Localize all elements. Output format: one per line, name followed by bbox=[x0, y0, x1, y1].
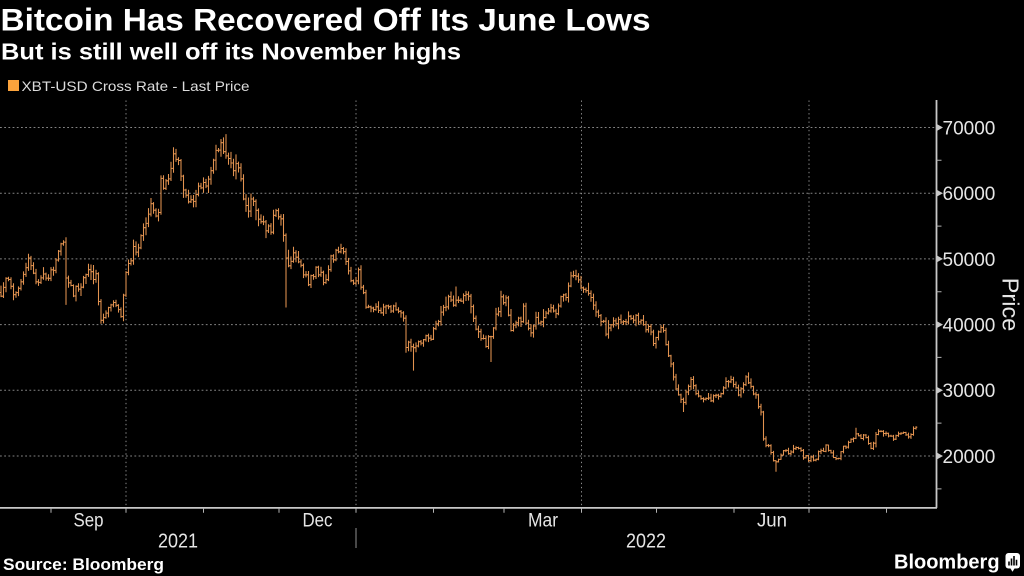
svg-text:Mar: Mar bbox=[528, 511, 559, 532]
svg-text:Bitcoin Has Recovered Off Its: Bitcoin Has Recovered Off Its June Lows bbox=[1, 1, 651, 37]
svg-text:Sep: Sep bbox=[74, 511, 104, 532]
svg-text:2021: 2021 bbox=[158, 531, 198, 553]
svg-text:20000: 20000 bbox=[943, 447, 996, 468]
svg-text:Jun: Jun bbox=[757, 511, 787, 532]
svg-text:Source: Bloomberg: Source: Bloomberg bbox=[3, 556, 164, 574]
svg-text:Price: Price bbox=[998, 278, 1024, 332]
svg-text:But is still well off its Nove: But is still well off its November highs bbox=[1, 38, 461, 64]
svg-text:50000: 50000 bbox=[943, 250, 996, 271]
svg-text:30000: 30000 bbox=[943, 381, 996, 402]
svg-text:2022: 2022 bbox=[626, 531, 666, 553]
svg-text:XBT-USD Cross Rate - Last Pric: XBT-USD Cross Rate - Last Price bbox=[22, 78, 250, 94]
svg-text:60000: 60000 bbox=[943, 184, 996, 205]
svg-text:Dec: Dec bbox=[303, 511, 333, 532]
svg-text:40000: 40000 bbox=[943, 316, 996, 337]
svg-text:70000: 70000 bbox=[943, 118, 996, 139]
svg-text:Bloomberg: Bloomberg bbox=[894, 551, 1000, 573]
